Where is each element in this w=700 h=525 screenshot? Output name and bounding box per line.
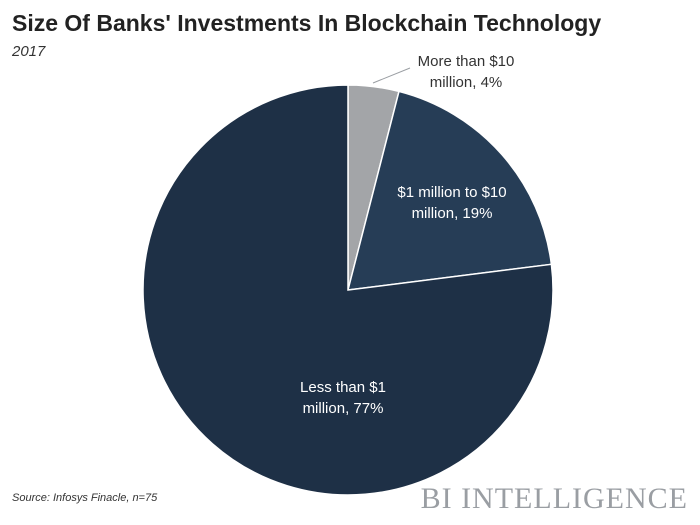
chart-title: Size Of Banks' Investments In Blockchain… bbox=[12, 10, 602, 36]
source-note: Source: Infosys Finacle, n=75 bbox=[12, 492, 158, 504]
slice-label-1: More than $10 million, 4% bbox=[418, 53, 515, 91]
brand-logo: BI INTELLIGENCE bbox=[420, 482, 688, 515]
pie-slice-3 bbox=[142, 84, 554, 496]
slice-label-2: $1 million to $10 million, 19% bbox=[397, 184, 506, 222]
chart-subtitle: 2017 bbox=[12, 43, 46, 60]
pie-slice-2 bbox=[346, 90, 553, 291]
leader-line bbox=[372, 67, 411, 84]
slice-label-3: Less than $1 million, 77% bbox=[300, 379, 386, 417]
